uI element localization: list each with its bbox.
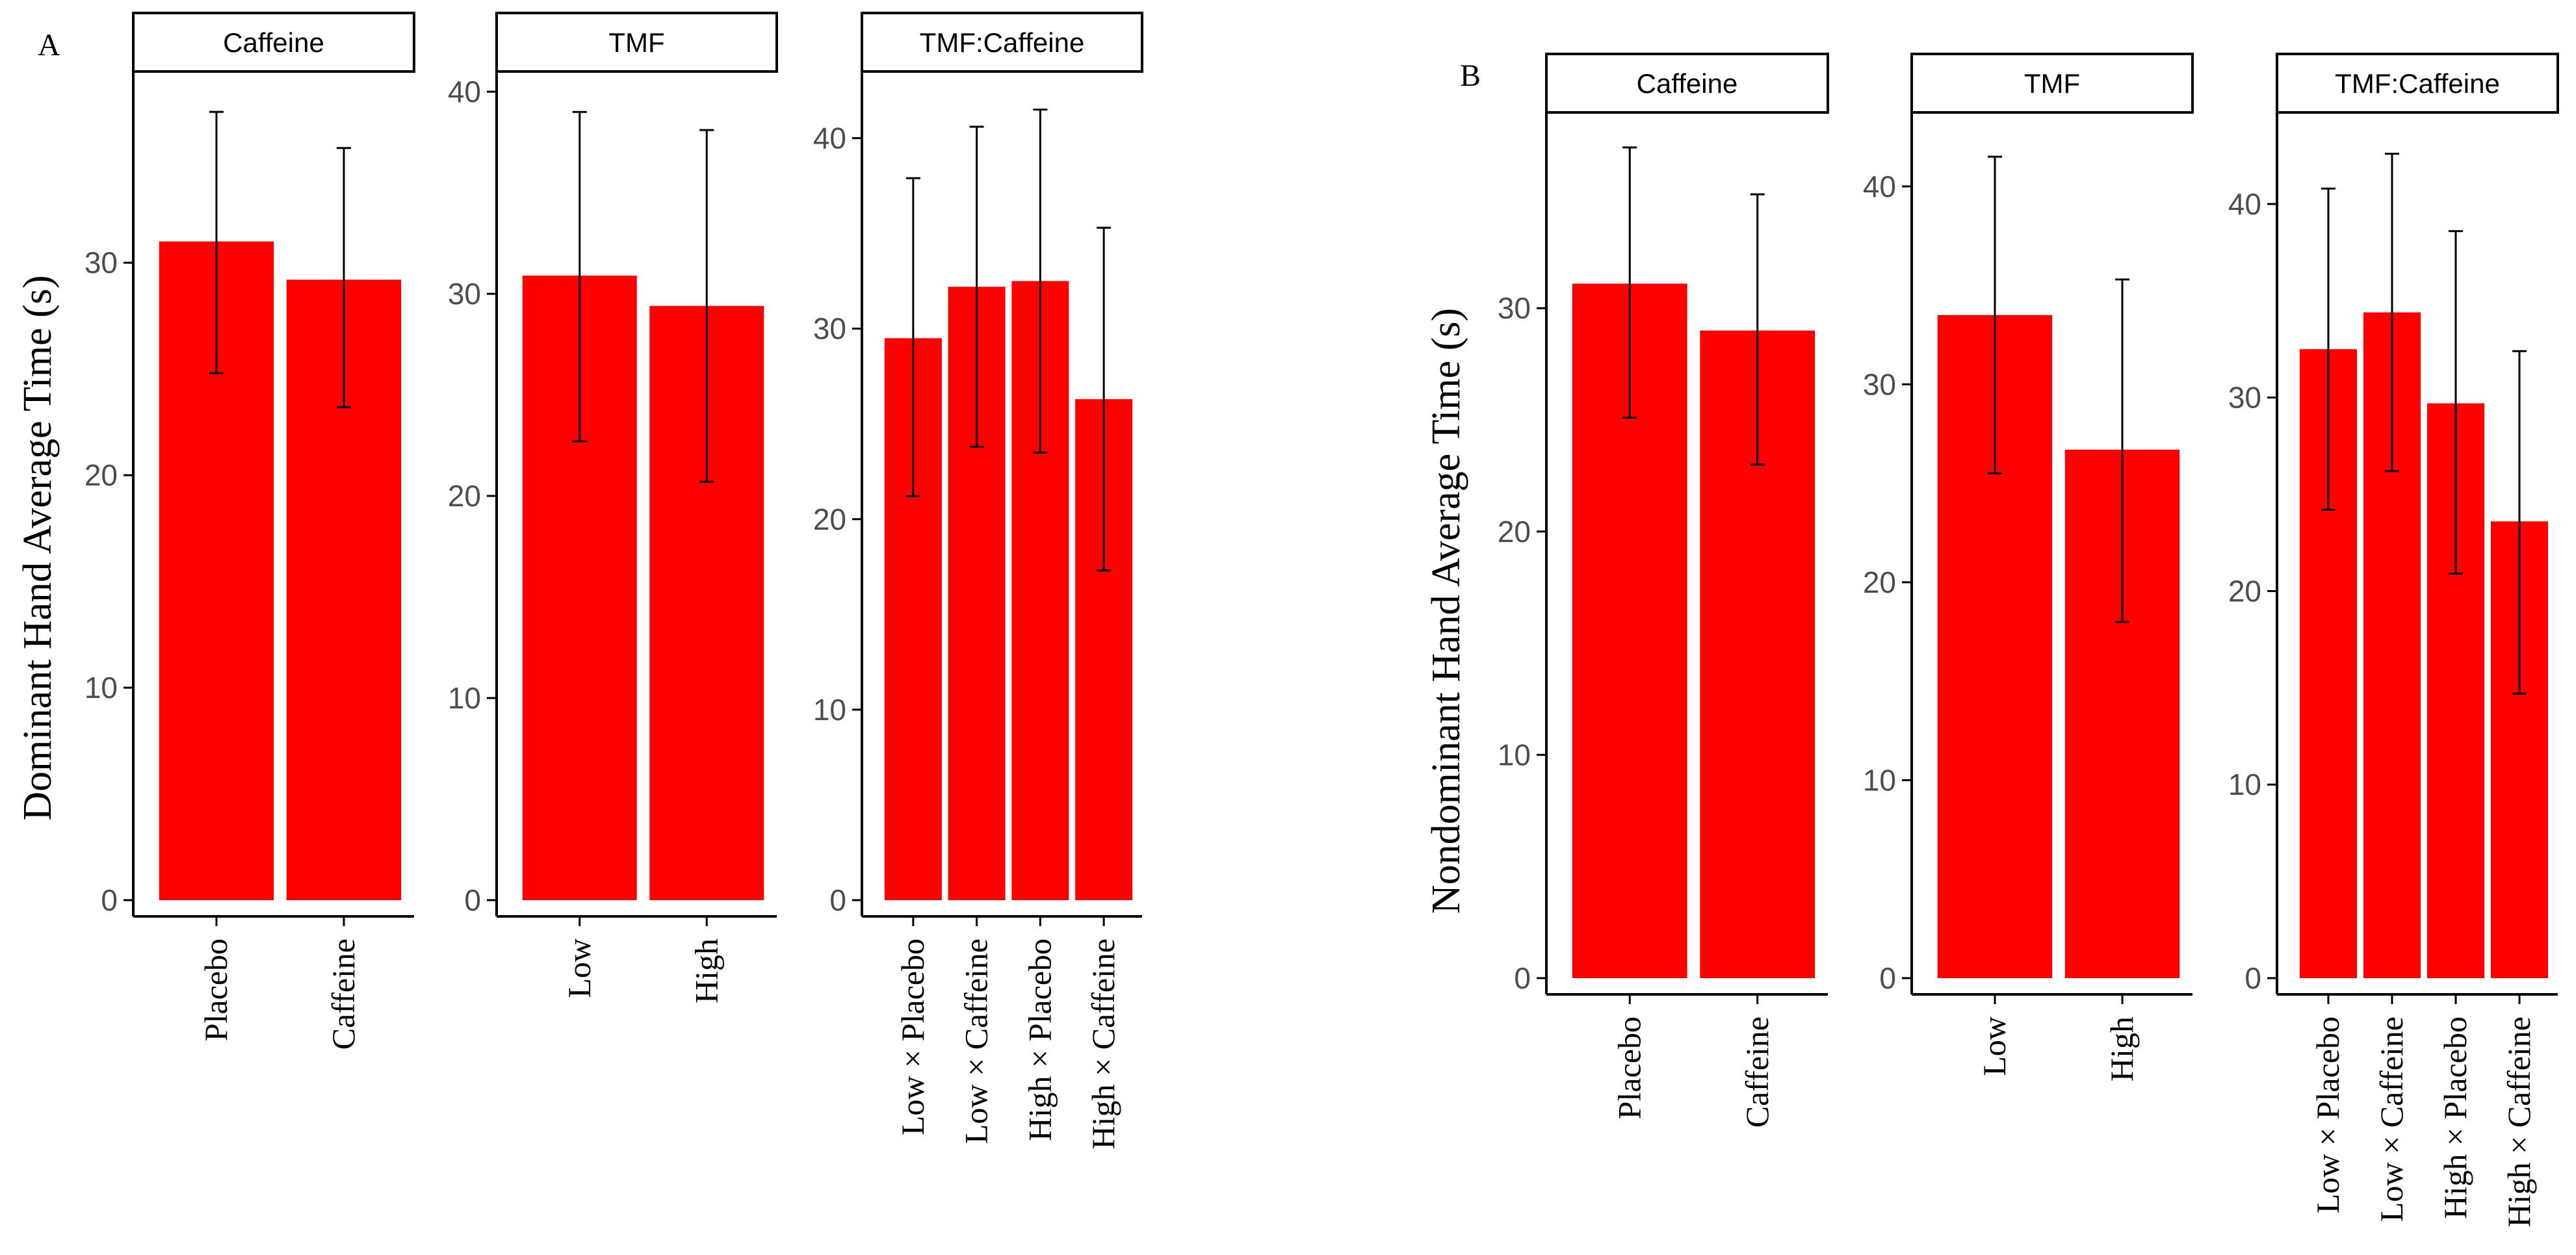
error-bar-a-tmf-high [699, 129, 714, 483]
x-label-a-tmf-caffeine-high-x-placebo: High × Placebo [1021, 938, 1058, 1141]
error-bar-a-tmf-caffeine-high-x-placebo [1033, 109, 1048, 454]
facet-a-tmf: TMF Low High 0 10 20 30 40 [448, 12, 778, 1003]
error-bar-a-caffeine-caffeine [337, 147, 351, 409]
y-tick-label-b-caffeine-0: 0 [1514, 961, 1531, 995]
facet-a-caffeine: Caffeine Placebo Caffeine 0 10 20 30 [85, 12, 415, 1050]
y-tick-label-b-tmf-30: 30 [1863, 367, 1896, 401]
y-tick-label-a-caffeine-10: 10 [85, 671, 118, 705]
strip-title-b-tmf-caffeine: TMF:Caffeine [2335, 68, 2500, 99]
y-tick-label-b-tmf-40: 40 [1863, 170, 1896, 203]
x-label-b-tmf-caffeine-high-x-caffeine: High × Caffeine [2501, 1016, 2537, 1227]
x-label-b-tmf-low: Low [1976, 1016, 2012, 1076]
y-tick-label-b-tmf-caffeine-10: 10 [2228, 768, 2261, 801]
y-tick-label-a-tmf-30: 30 [448, 277, 481, 311]
panel-a: A Dominant Hand Average Time (s) Caffein… [16, 12, 1143, 1149]
y-tick-label-a-tmf-20: 20 [448, 479, 481, 513]
x-label-b-caffeine-placebo: Placebo [1611, 1016, 1647, 1119]
y-tick-label-a-tmf-caffeine-30: 30 [813, 312, 846, 346]
y-tick-label-a-tmf-10: 10 [448, 681, 481, 715]
strip-a-tmf [495, 12, 778, 73]
error-bar-a-tmf-caffeine-high-x-caffeine [1097, 226, 1112, 572]
facet-b-tmf-caffeine: TMF:Caffeine Low × Placebo Low × Caffeine H… [2228, 53, 2559, 1227]
y-tick-label-b-caffeine-10: 10 [1498, 738, 1531, 771]
y-tick-label-a-tmf-0: 0 [464, 883, 481, 917]
y-tick-label-a-tmf-caffeine-0: 0 [829, 883, 846, 917]
y-tick-label-a-caffeine-20: 20 [85, 458, 118, 492]
strip-b-tmf-caffeine [2276, 53, 2559, 114]
x-label-b-tmf-high: High [2103, 1016, 2140, 1081]
strip-title-b-tmf: TMF [2024, 68, 2080, 99]
facet-b-caffeine: Caffeine Placebo Caffeine 0 10 20 30 [1498, 53, 1829, 1128]
error-bar-b-caffeine-placebo [1622, 146, 1637, 419]
error-bar-b-caffeine-caffeine [1750, 193, 1765, 466]
error-bar-a-tmf-low [572, 110, 587, 443]
x-label-b-tmf-caffeine-low-x-caffeine: Low × Caffeine [2373, 1016, 2410, 1222]
x-label-a-tmf-caffeine-low-x-caffeine: Low × Caffeine [958, 938, 995, 1144]
y-tick-label-b-tmf-caffeine-0: 0 [2244, 961, 2261, 995]
panel-label-b: B [1460, 58, 1481, 93]
strip-title-a-caffeine: Caffeine [223, 27, 324, 58]
x-label-a-tmf-caffeine-low-x-placebo: Low × Placebo [894, 938, 931, 1135]
error-bar-b-tmf-low [1988, 155, 2002, 474]
y-tick-label-a-tmf-caffeine-40: 40 [813, 122, 846, 155]
error-bar-b-tmf-high [2115, 278, 2129, 623]
x-label-a-tmf-low: Low [561, 938, 597, 998]
y-tick-label-b-tmf-10: 10 [1863, 763, 1896, 797]
y-tick-label-b-tmf-caffeine-40: 40 [2228, 187, 2261, 221]
y-tick-label-a-caffeine-30: 30 [85, 246, 118, 279]
y-tick-label-a-tmf-40: 40 [448, 75, 481, 109]
error-bar-a-caffeine-placebo [209, 110, 224, 374]
y-tick-label-a-tmf-caffeine-20: 20 [813, 502, 846, 536]
error-bar-a-tmf-caffeine-low-x-placebo [905, 177, 920, 498]
y-tick-label-b-tmf-caffeine-20: 20 [2228, 574, 2261, 608]
x-label-a-tmf-caffeine-high-x-caffeine: High × Caffeine [1085, 938, 1121, 1149]
panel-label-a: A [38, 28, 60, 62]
y-axis-label-a: Dominant Hand Average Time (s) [16, 275, 60, 820]
y-tick-label-a-caffeine-0: 0 [101, 883, 118, 917]
strip-title-b-caffeine: Caffeine [1637, 68, 1738, 99]
strip-title-a-tmf: TMF [608, 27, 664, 58]
y-tick-label-b-tmf-20: 20 [1863, 565, 1896, 599]
y-tick-label-b-tmf-caffeine-30: 30 [2228, 381, 2261, 415]
x-label-b-tmf-caffeine-low-x-placebo: Low × Placebo [2309, 1016, 2346, 1213]
x-label-a-caffeine-caffeine: Caffeine [325, 938, 361, 1050]
strip-title-a-tmf-caffeine: TMF:Caffeine [920, 27, 1085, 58]
strip-b-caffeine [1545, 53, 1829, 114]
error-bar-a-tmf-caffeine-low-x-caffeine [969, 125, 984, 448]
panel-b: B Nondominant Hand Average Time (s) Caff… [1424, 53, 2559, 1227]
facet-b-tmf: TMF Low High 0 10 20 30 40 [1863, 53, 2194, 1081]
error-bar-b-tmf-caffeine-low-x-placebo [2321, 187, 2335, 511]
error-bar-b-tmf-caffeine-low-x-caffeine [2385, 152, 2399, 472]
y-tick-label-b-caffeine-30: 30 [1498, 291, 1531, 325]
strip-a-caffeine [132, 12, 415, 73]
x-label-a-caffeine-placebo: Placebo [198, 938, 234, 1041]
error-bar-b-tmf-caffeine-high-x-placebo [2449, 230, 2463, 575]
y-axis-label-b: Nondominant Hand Average Time (s) [1424, 308, 1468, 914]
facet-a-tmf-caffeine: TMF:Caffeine Low × Placebo Low × Caffeine H… [813, 12, 1143, 1149]
y-tick-label-b-caffeine-20: 20 [1498, 515, 1531, 549]
x-label-b-caffeine-caffeine: Caffeine [1739, 1016, 1775, 1128]
x-label-b-tmf-caffeine-high-x-placebo: High × Placebo [2437, 1016, 2473, 1219]
x-label-a-tmf-high: High [688, 938, 724, 1003]
y-tick-label-b-tmf-0: 0 [1879, 961, 1896, 995]
error-bar-b-tmf-caffeine-high-x-caffeine [2512, 350, 2527, 695]
y-tick-label-a-tmf-caffeine-10: 10 [813, 693, 846, 727]
strip-b-tmf [1910, 53, 2194, 114]
strip-a-tmf-caffeine [861, 12, 1143, 73]
